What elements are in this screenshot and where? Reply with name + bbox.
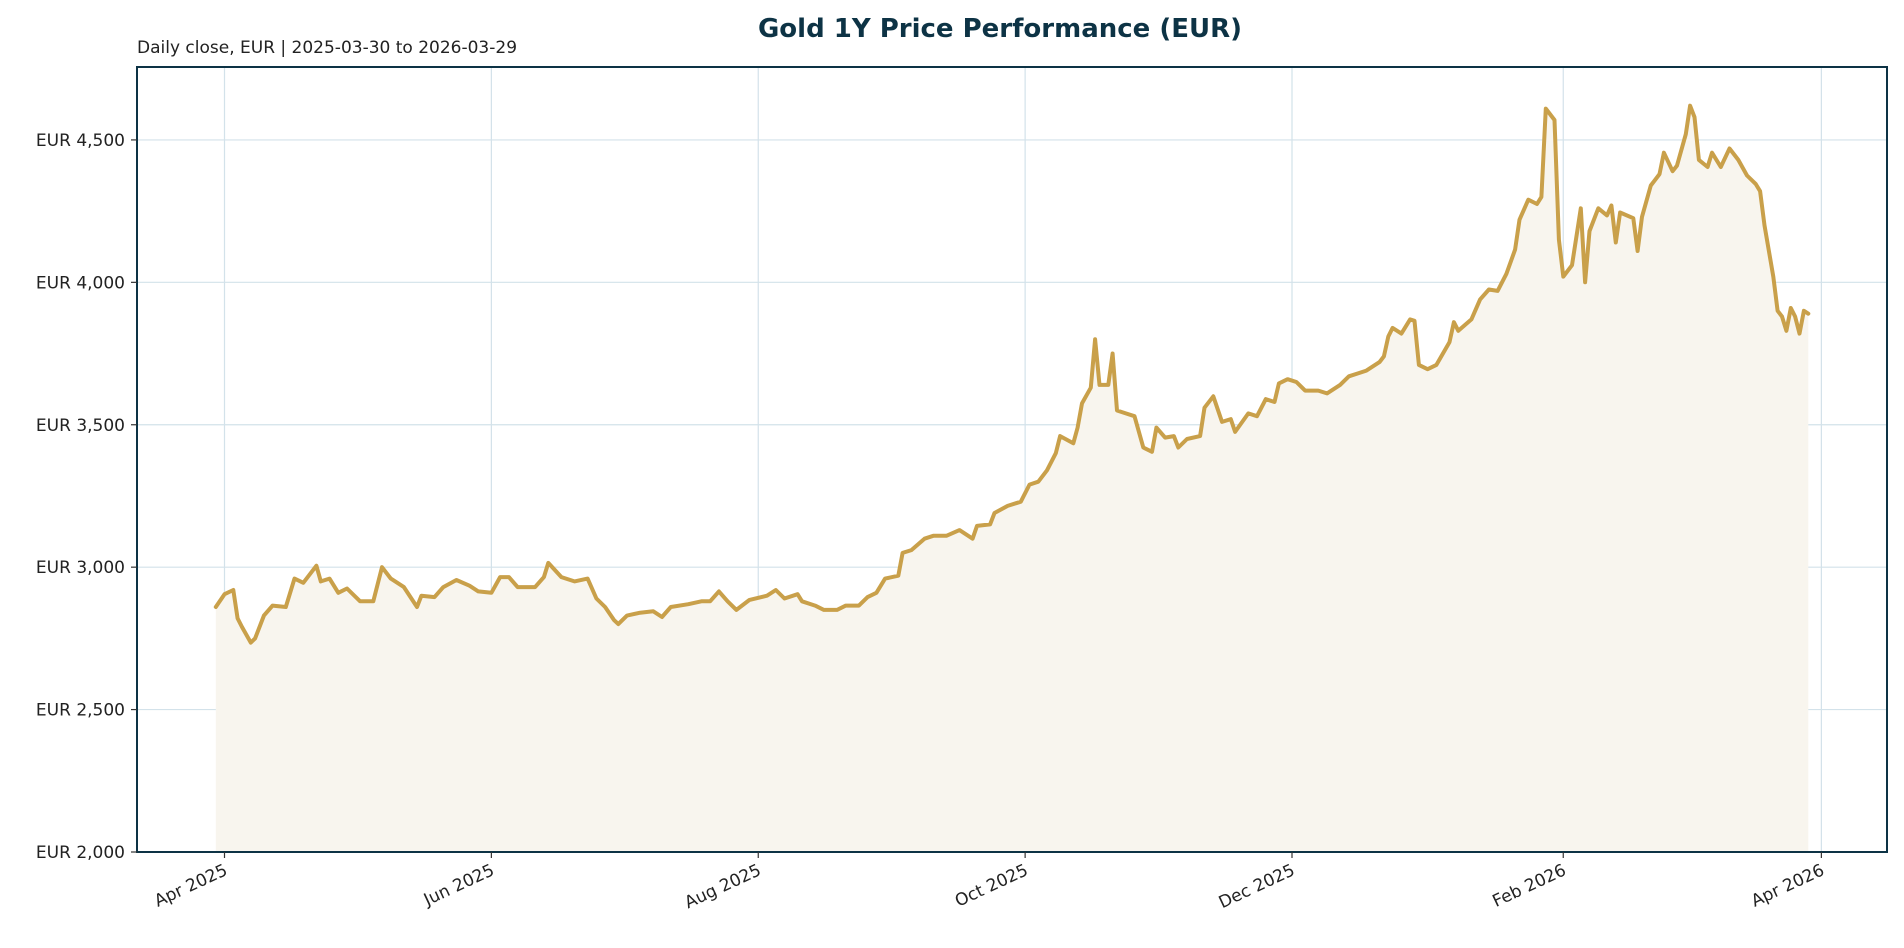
y-tick-label: EUR 3,500 — [36, 416, 125, 436]
x-tick-label: Dec 2025 — [1216, 860, 1298, 913]
y-tick-label: EUR 4,500 — [36, 131, 125, 151]
x-tick-label: Jun 2025 — [420, 860, 498, 910]
y-axis: EUR 2,000 EUR 2,500 EUR 3,000 EUR 3,500 EUR … — [36, 131, 137, 863]
x-tick-label: Feb 2026 — [1490, 860, 1570, 911]
y-tick-label: EUR 2,500 — [36, 701, 125, 721]
y-tick-label: EUR 3,000 — [36, 558, 125, 578]
x-tick-label: Oct 2025 — [952, 860, 1031, 911]
x-tick-label: Apr 2025 — [151, 860, 230, 911]
x-tick-label: Apr 2026 — [1748, 860, 1827, 911]
price-area-fill — [215, 105, 1809, 852]
x-tick-label: Aug 2025 — [682, 860, 765, 913]
plot-frame — [136, 66, 1888, 853]
chart-subtitle: Daily close, EUR | 2025-03-30 to 2026-03… — [137, 38, 517, 58]
x-axis: Apr 2025 Jun 2025 Aug 2025 Oct 2025 Dec 2025… — [151, 852, 1827, 913]
y-tick-label: EUR 2,000 — [36, 843, 125, 863]
price-line — [213, 103, 1811, 645]
chart-title: Gold 1Y Price Performance (EUR) — [758, 14, 1242, 44]
y-tick-label: EUR 4,000 — [36, 273, 125, 293]
